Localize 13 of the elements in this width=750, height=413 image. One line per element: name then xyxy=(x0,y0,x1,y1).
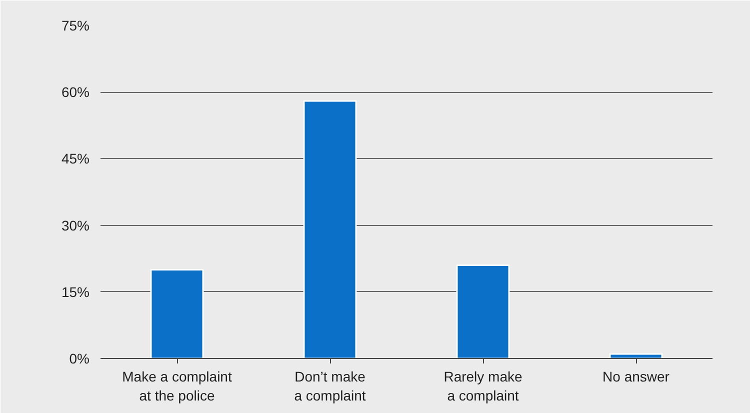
x-tick-label: Don’t make a complaint xyxy=(294,368,366,404)
bar xyxy=(150,268,204,358)
y-tick-label: 0% xyxy=(69,350,90,366)
x-tick-label: Make a complaint at the police xyxy=(122,368,232,404)
y-tick-label: 75% xyxy=(61,18,90,34)
y-tick-label: 30% xyxy=(61,217,90,234)
x-tick-label: No answer xyxy=(602,368,670,384)
x-tick-label: Rarely make a complaint xyxy=(444,368,523,404)
y-tick-label: 45% xyxy=(61,150,90,167)
y-tick-label: 15% xyxy=(61,284,90,300)
bar xyxy=(456,264,510,358)
y-tick-label: 60% xyxy=(61,84,90,100)
bar xyxy=(303,100,357,358)
